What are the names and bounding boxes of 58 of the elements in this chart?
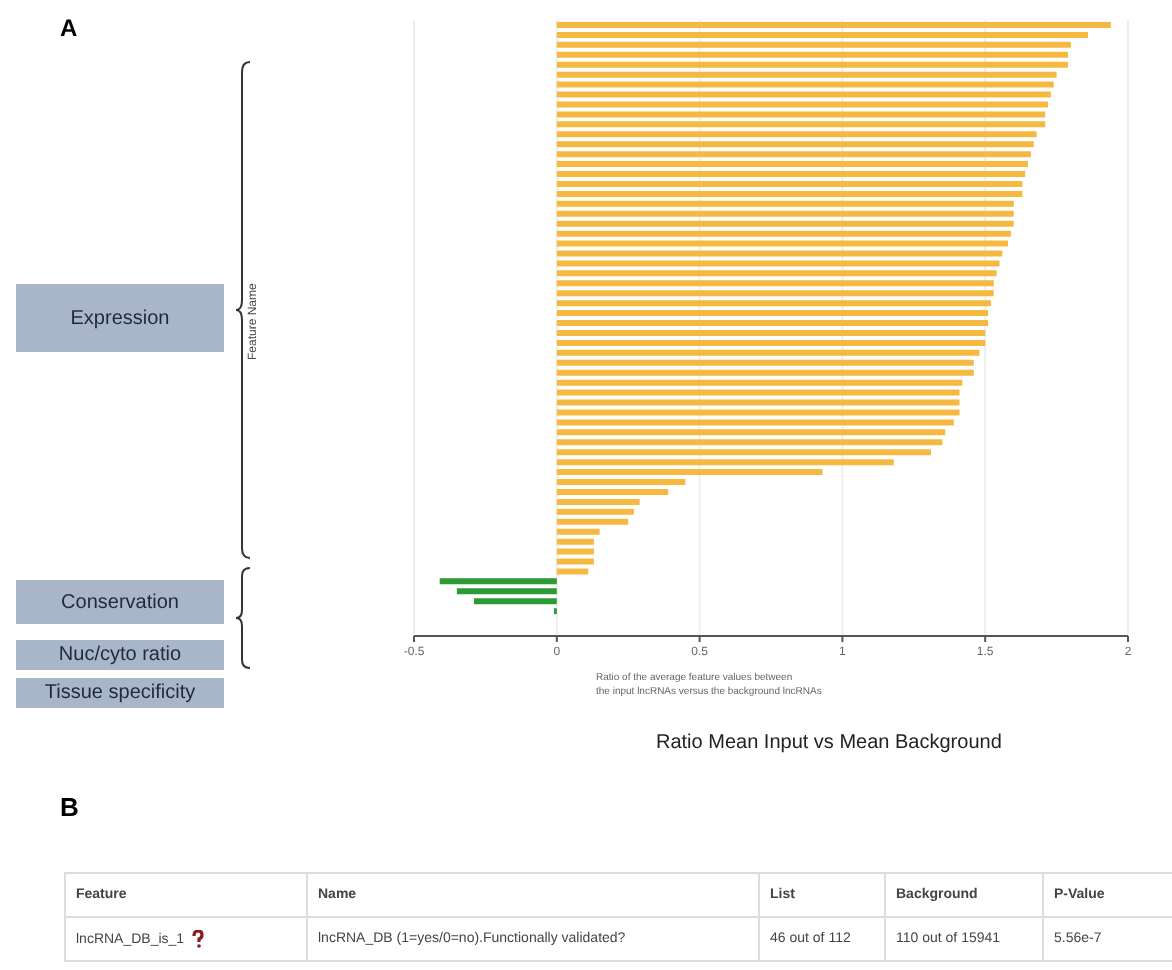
bar: [556, 548, 594, 555]
bar: [556, 220, 1014, 227]
bar: [556, 200, 1014, 207]
bar: [556, 240, 1009, 247]
bar: [556, 131, 1037, 138]
bar: [556, 71, 1057, 78]
bar: [556, 329, 986, 336]
bar: [556, 349, 980, 356]
bar: [556, 61, 1069, 68]
bar: [556, 280, 994, 287]
bar: [556, 161, 1029, 168]
bar: [556, 469, 823, 476]
text: Nuc/cyto ratio: [16, 640, 224, 670]
bar: [556, 171, 1026, 178]
bar: [439, 578, 557, 585]
bar: [556, 369, 974, 376]
bar: [556, 190, 1023, 197]
bar: [556, 439, 943, 446]
bar: [556, 41, 1071, 48]
text: A: [60, 14, 78, 42]
bar: [556, 339, 986, 346]
bar: [556, 479, 686, 486]
bar: [556, 81, 1054, 88]
bar: [556, 300, 991, 307]
bar: [556, 459, 894, 466]
bar: [556, 518, 629, 525]
bar: [556, 419, 954, 426]
bar: [556, 538, 594, 545]
bar: [556, 488, 669, 495]
text: Expression: [16, 284, 224, 352]
bar: [556, 180, 1023, 187]
bar: [556, 210, 1014, 217]
bar: [556, 310, 989, 317]
bar: [556, 320, 989, 327]
bar: [556, 429, 946, 436]
bar: [556, 359, 974, 366]
bar: [556, 379, 963, 386]
text: Tissue specificity: [16, 678, 224, 708]
bar: [556, 508, 634, 515]
bar: [556, 141, 1034, 148]
bar: [556, 498, 640, 505]
bar: [556, 290, 994, 297]
bar: [473, 598, 557, 605]
bar: [556, 449, 931, 456]
bar: [556, 51, 1069, 58]
text: Conservation: [16, 580, 224, 624]
bar: [556, 270, 997, 277]
text: Ratio Mean Input vs Mean Background: [656, 732, 1002, 754]
bar: [456, 588, 557, 595]
bar: [556, 151, 1031, 158]
bar: [556, 389, 960, 396]
bar: [556, 21, 1111, 28]
bar: [556, 31, 1089, 38]
bar: [556, 528, 600, 535]
bar: [556, 121, 1046, 128]
text: B: [60, 792, 79, 822]
bar: [556, 111, 1046, 118]
bar: [556, 230, 1011, 237]
